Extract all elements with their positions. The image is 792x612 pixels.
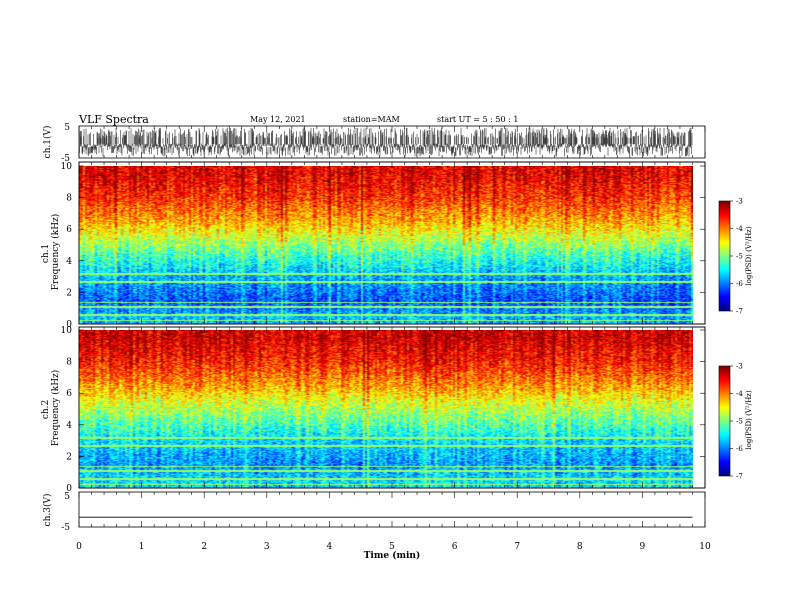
time-tick-label: 3: [264, 542, 270, 552]
ch3-ylabel: ch.3(V): [42, 494, 53, 527]
ch1-waveform-trace: [79, 127, 693, 157]
colorbar-tick-label: -4: [736, 225, 743, 233]
start-time-label: start UT = 5 : 50 : 1: [437, 115, 518, 124]
ch1-colorbar-label: log(PSD) (V²/Hz): [745, 226, 753, 285]
time-tick-label: 4: [327, 542, 333, 552]
colorbar-tick-label: -7: [736, 473, 743, 481]
freq-tick-label: 2: [66, 288, 72, 298]
ch1-frequency-ticks: 0 2 4 6 8 10: [61, 162, 705, 330]
ch3-ytick-top: 5: [64, 492, 70, 502]
ch2-ylabel-frequency: Frequency (kHz): [50, 370, 61, 447]
freq-tick-label: 8: [66, 194, 72, 204]
ch2-colorbar-ticks: -3 -4 -5 -6 -7: [730, 363, 743, 481]
colorbar-tick-label: -7: [736, 308, 743, 316]
ch1-ylabel-channel: ch.1: [41, 244, 51, 263]
ch1-ylabel-frequency: Frequency (kHz): [50, 214, 61, 291]
ch3-ytick-bottom: -5: [61, 523, 70, 533]
colorbar-tick-label: -6: [736, 280, 743, 288]
ch1-ytick-bottom: -5: [61, 154, 70, 164]
time-tick-label: 1: [139, 542, 145, 552]
figure-title: VLF Spectra: [78, 113, 149, 126]
colorbar-tick-label: -5: [736, 418, 743, 426]
colorbar-tick-label: -5: [736, 253, 743, 261]
freq-tick-label: 10: [61, 326, 73, 336]
freq-tick-label: 4: [66, 421, 72, 431]
time-tick-label: 6: [452, 542, 458, 552]
freq-tick-label: 0: [66, 484, 72, 494]
date-label: May 12, 2021: [250, 115, 306, 124]
time-tick-label: 0: [76, 542, 82, 552]
ch1-waveform-path: [79, 127, 693, 157]
ch1-ytick-top: 5: [64, 123, 70, 133]
time-tick-label: 10: [699, 542, 711, 552]
ch1-colorbar-ticks: -3 -4 -5 -6 -7: [730, 198, 743, 316]
time-tick-label: 2: [201, 542, 207, 552]
colorbar-tick-label: -3: [736, 363, 743, 371]
station-label: station=MAM: [343, 115, 400, 124]
ch2-colorbar: [719, 366, 730, 476]
ch1-ylabel: ch.1(V): [42, 126, 53, 159]
freq-tick-label: 4: [66, 257, 72, 267]
ch1-spectrogram-ylabel: ch.1 Frequency (kHz): [41, 214, 61, 291]
time-tick-label: 9: [640, 542, 646, 552]
freq-tick-label: 0: [66, 320, 72, 330]
time-tick-label: 7: [514, 542, 520, 552]
freq-tick-label: 6: [66, 389, 72, 399]
freq-tick-label: 8: [66, 358, 72, 368]
time-tick-label: 8: [577, 542, 583, 552]
freq-tick-label: 2: [66, 452, 72, 462]
ch2-spectrogram-image: [79, 330, 693, 488]
ch2-frequency-ticks: 0 2 4 6 8 10: [61, 326, 705, 494]
ch2-ylabel-channel: ch.2: [41, 400, 51, 419]
ch1-spectrogram-image: [79, 166, 693, 324]
colorbar-tick-label: -6: [736, 445, 743, 453]
colorbar-tick-label: -3: [736, 198, 743, 206]
x-axis-label: Time (min): [364, 550, 421, 561]
time-tick-label: 5: [389, 542, 395, 552]
freq-tick-label: 6: [66, 225, 72, 235]
ch2-spectrogram-ylabel: ch.2 Frequency (kHz): [41, 370, 61, 447]
freq-tick-label: 10: [61, 162, 73, 172]
ch2-colorbar-label: log(PSD) (V²/Hz): [745, 390, 753, 449]
colorbar-tick-label: -4: [736, 390, 743, 398]
ch1-colorbar: [719, 201, 730, 311]
time-axis-ticks: 0 1 2 3 4 5 6 7 8 9 10: [76, 126, 711, 552]
